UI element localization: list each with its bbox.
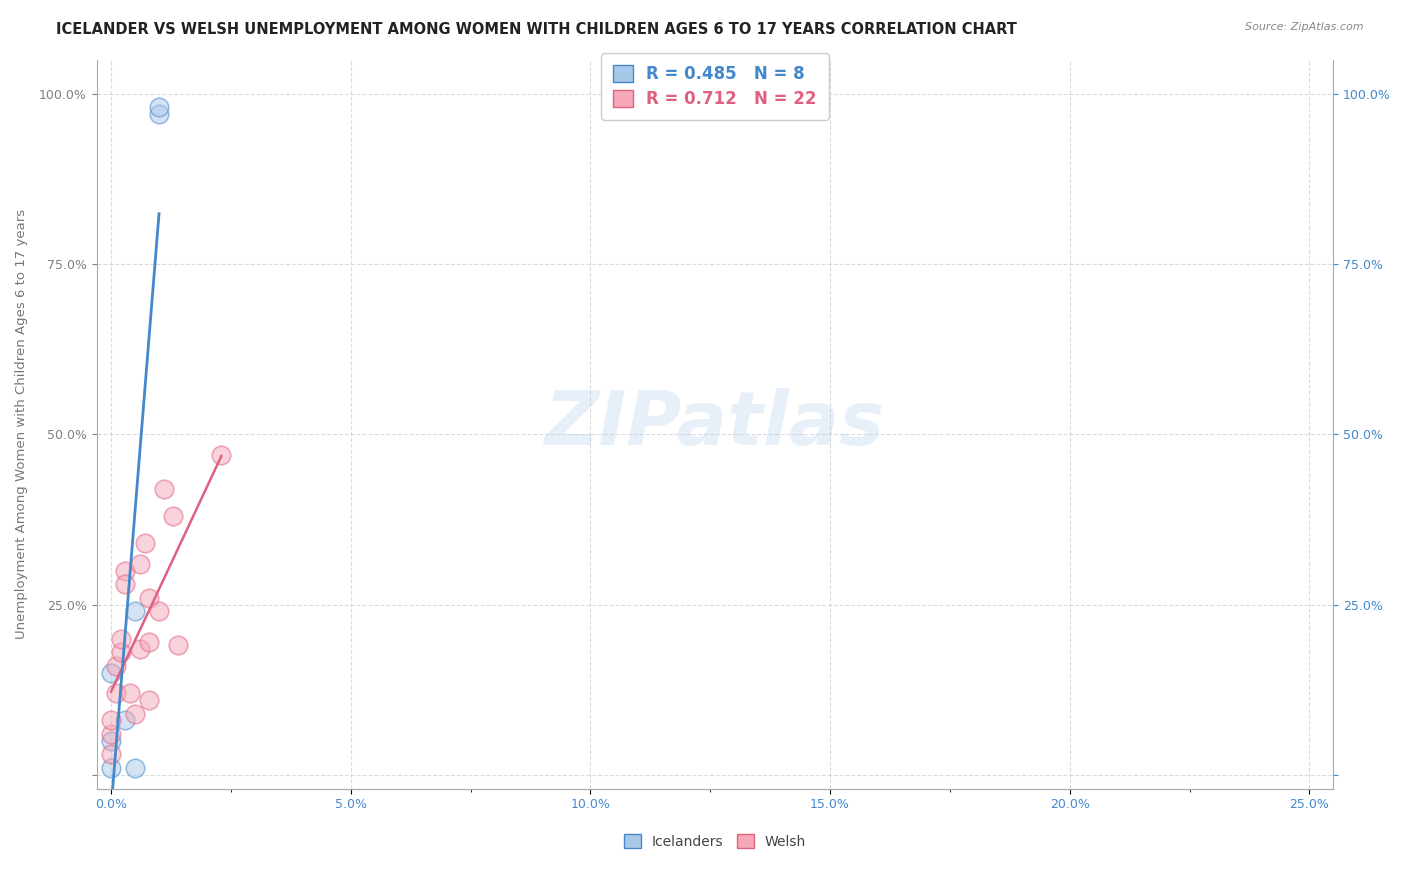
Point	[124, 604, 146, 618]
Point	[134, 536, 156, 550]
Point	[128, 557, 150, 571]
Point	[124, 706, 146, 721]
Point	[110, 632, 132, 646]
Point	[153, 482, 176, 496]
Point	[138, 635, 160, 649]
Point	[104, 686, 127, 700]
Point	[124, 761, 146, 775]
Point	[167, 639, 190, 653]
Y-axis label: Unemployment Among Women with Children Ages 6 to 17 years: Unemployment Among Women with Children A…	[15, 209, 28, 639]
Point	[138, 591, 160, 605]
Point	[114, 714, 136, 728]
Point	[100, 747, 122, 762]
Point	[209, 448, 232, 462]
Text: Source: ZipAtlas.com: Source: ZipAtlas.com	[1246, 22, 1364, 32]
Point	[100, 714, 122, 728]
Text: ZIPatlas: ZIPatlas	[546, 387, 884, 460]
Point	[148, 604, 170, 618]
Point	[162, 508, 184, 523]
Point	[148, 107, 170, 121]
Point	[138, 693, 160, 707]
Text: ICELANDER VS WELSH UNEMPLOYMENT AMONG WOMEN WITH CHILDREN AGES 6 TO 17 YEARS COR: ICELANDER VS WELSH UNEMPLOYMENT AMONG WO…	[56, 22, 1017, 37]
Point	[128, 641, 150, 656]
Point	[100, 761, 122, 775]
Point	[100, 665, 122, 680]
Point	[114, 564, 136, 578]
Point	[100, 727, 122, 741]
Point	[110, 645, 132, 659]
Point	[114, 577, 136, 591]
Point	[104, 659, 127, 673]
Point	[148, 100, 170, 114]
Point	[100, 734, 122, 748]
Legend: Icelanders, Welsh: Icelanders, Welsh	[619, 829, 811, 855]
Point	[120, 686, 142, 700]
